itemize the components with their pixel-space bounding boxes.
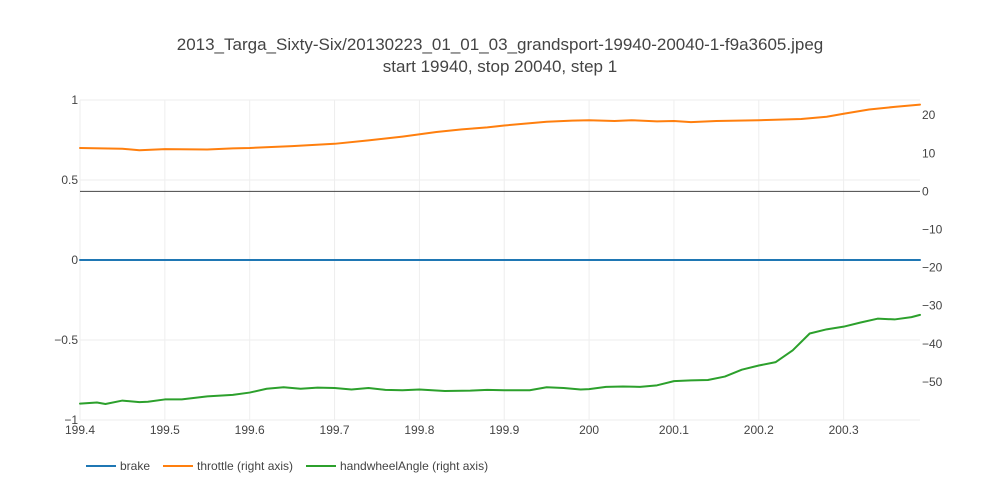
legend-label: throttle (right axis) [197, 459, 293, 473]
x-tick-label: 199.6 [235, 423, 265, 437]
x-tick-label: 199.4 [65, 423, 95, 437]
y-right-tick-label: 0 [922, 184, 929, 198]
x-tick-label: 199.8 [404, 423, 434, 437]
x-tick-label: 200.2 [744, 423, 774, 437]
chart-subtitle: start 19940, stop 20040, step 1 [383, 57, 617, 76]
x-tick-label: 199.5 [150, 423, 180, 437]
y-right-tick-label: −30 [922, 299, 943, 313]
y-left-tick-label: 0.5 [61, 173, 78, 187]
y-left-tick-label: −0.5 [54, 333, 78, 347]
legend[interactable]: brake throttle (right axis) handwheelAngle… [86, 459, 488, 473]
series-layer [79, 103, 921, 405]
x-tick-label: 200.1 [659, 423, 689, 437]
y-left-tick-label: 0 [71, 253, 78, 267]
legend-label: handwheelAngle (right axis) [340, 459, 488, 473]
y-right-tick-label: −10 [922, 223, 943, 237]
x-tick-label: 200.3 [829, 423, 859, 437]
legend-item-throttle[interactable]: throttle (right axis) [163, 459, 293, 473]
y-right-tick-label: −20 [922, 261, 943, 275]
y-right-tick-label: −40 [922, 337, 943, 351]
legend-item-handwheelangle[interactable]: handwheelAngle (right axis) [306, 459, 488, 473]
x-tick-label: 199.7 [320, 423, 350, 437]
x-tick-label: 199.9 [489, 423, 519, 437]
y-left-tick-label: −1 [64, 413, 78, 427]
chart-title: 2013_Targa_Sixty-Six/20130223_01_01_03_g… [177, 35, 824, 54]
y-right-tick-label: 10 [922, 146, 936, 160]
series-line-throttle [79, 103, 921, 152]
zero-lines [80, 190, 920, 261]
legend-item-brake[interactable]: brake [86, 459, 150, 473]
y-right-tick-label: −50 [922, 375, 943, 389]
x-tick-label: 200 [579, 423, 599, 437]
y-left-tick-label: 1 [71, 93, 78, 107]
series-line-handwheelangle [79, 313, 921, 405]
y-right-tick-label: 20 [922, 108, 936, 122]
legend-label: brake [120, 459, 150, 473]
axis-labels: 199.4 199.5 199.6 199.7 199.8 199.9 200 200.1 20… [54, 93, 942, 437]
